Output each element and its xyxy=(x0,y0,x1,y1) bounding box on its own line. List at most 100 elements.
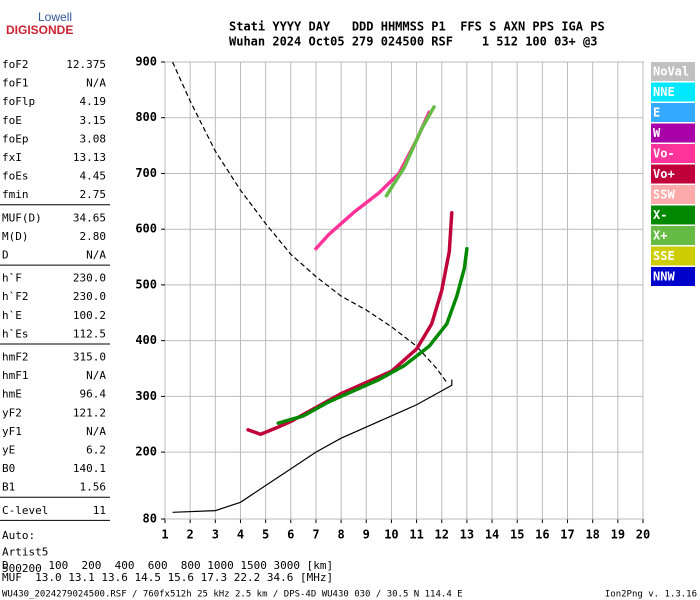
x-tick-label: 9 xyxy=(363,528,370,542)
legend-label: SSE xyxy=(653,249,675,263)
legend-label: Vo- xyxy=(653,147,675,161)
param-value: 34.65 xyxy=(73,211,106,224)
legend-label: NNE xyxy=(653,85,675,99)
legend-swatch xyxy=(651,82,695,102)
header-line1: Stati YYYY DAY DDD HHMMSS P1 FFS S AXN P… xyxy=(229,20,605,34)
param-value: 315.0 xyxy=(73,351,106,364)
param-value: 12.375 xyxy=(66,58,106,71)
legend-label: X- xyxy=(653,208,667,222)
param-name: foFlp xyxy=(2,95,35,108)
profile-curve xyxy=(172,61,448,383)
param-name: foE xyxy=(2,114,22,127)
param-value: 230.0 xyxy=(73,290,106,303)
trace xyxy=(246,210,454,437)
param-value: N/A xyxy=(86,369,106,382)
legend-swatch xyxy=(651,144,695,163)
param-name: hmF1 xyxy=(2,369,29,382)
param-value: 6.2 xyxy=(86,444,106,457)
param-name: B1 xyxy=(2,481,15,494)
x-tick-label: 1 xyxy=(161,528,168,542)
legend-swatch xyxy=(651,246,695,266)
param-name: foF1 xyxy=(2,77,29,90)
logo-line1: Lowell xyxy=(38,10,72,24)
legend-label: SSW xyxy=(653,188,675,202)
param-value: 100.2 xyxy=(73,309,106,322)
param-name: D xyxy=(2,249,9,262)
legend-swatch xyxy=(651,164,695,184)
param-value: 121.2 xyxy=(73,406,106,419)
x-tick-label: 18 xyxy=(585,528,599,542)
param-name: h`F xyxy=(2,272,22,285)
param-name: C-level xyxy=(2,504,48,517)
x-tick-label: 15 xyxy=(510,528,524,542)
y-tick-label: 500 xyxy=(135,277,157,291)
legend-label: NNW xyxy=(653,270,675,284)
legend-label: NoVal xyxy=(653,65,689,79)
param-name: foEp xyxy=(2,132,29,145)
param-name: hmE xyxy=(2,388,22,401)
param-name: hmF2 xyxy=(2,351,29,364)
scaling-text: Artist5 xyxy=(2,545,48,558)
trace xyxy=(314,110,431,251)
param-name: fxI xyxy=(2,151,22,164)
param-name: h`E xyxy=(2,309,22,322)
y-tick-label: 300 xyxy=(135,389,157,403)
param-name: yE xyxy=(2,444,15,457)
param-name: h`F2 xyxy=(2,290,29,303)
trace xyxy=(384,104,436,198)
param-value: 2.75 xyxy=(80,188,107,201)
y-tick-label: 800 xyxy=(135,110,157,124)
legend-swatch xyxy=(651,226,695,245)
param-value: 11 xyxy=(93,504,106,517)
profile-curve xyxy=(172,379,453,513)
x-tick-label: 5 xyxy=(262,528,269,542)
x-tick-label: 4 xyxy=(237,528,244,542)
x-tick-label: 10 xyxy=(384,528,398,542)
x-tick-label: 14 xyxy=(485,528,499,542)
muf-table-line2: MUF 13.0 13.1 13.6 14.5 15.6 17.3 22.2 3… xyxy=(2,571,333,584)
legend-label: E xyxy=(653,106,660,120)
param-value: 4.19 xyxy=(80,95,107,108)
param-value: 140.1 xyxy=(73,462,106,475)
param-value: 3.08 xyxy=(80,132,107,145)
x-tick-label: 13 xyxy=(460,528,474,542)
legend-swatch xyxy=(651,123,695,143)
y-tick-label: 200 xyxy=(135,445,157,459)
y-tick-label: 80 xyxy=(143,512,157,526)
param-value: N/A xyxy=(86,77,106,90)
param-name: fmin xyxy=(2,188,29,201)
muf-table-line1: D 100 200 400 600 800 1000 1500 3000 [km… xyxy=(2,559,333,572)
param-value: 112.5 xyxy=(73,327,106,340)
param-value: N/A xyxy=(86,425,106,438)
legend-label: Vo+ xyxy=(653,167,675,181)
logo-line2: DIGISONDE xyxy=(6,23,73,37)
legend-label: X+ xyxy=(653,229,667,243)
legend-swatch xyxy=(651,267,695,286)
scaling-text: 500200 xyxy=(2,562,42,575)
x-tick-label: 12 xyxy=(435,528,449,542)
param-value: 13.13 xyxy=(73,151,106,164)
x-tick-label: 3 xyxy=(212,528,219,542)
legend-swatch xyxy=(651,185,695,204)
param-name: M(D) xyxy=(2,230,29,243)
x-tick-label: 17 xyxy=(560,528,574,542)
legend-swatch xyxy=(651,205,695,225)
param-value: 4.45 xyxy=(80,170,107,183)
x-tick-label: 6 xyxy=(287,528,294,542)
param-value: 3.15 xyxy=(80,114,107,127)
header-line2: Wuhan 2024 Oct05 279 024500 RSF 1 512 10… xyxy=(229,35,597,49)
legend-swatch xyxy=(651,62,695,81)
x-tick-label: 16 xyxy=(535,528,549,542)
param-name: MUF(D) xyxy=(2,211,42,224)
param-name: B0 xyxy=(2,462,15,475)
plot-area xyxy=(164,61,644,520)
param-value: N/A xyxy=(86,249,106,262)
x-tick-label: 20 xyxy=(636,528,650,542)
y-tick-label: 900 xyxy=(135,55,157,69)
param-value: 1.56 xyxy=(80,481,107,494)
footer-right: Ion2Png v. 1.3.16 xyxy=(605,590,697,600)
param-name: foF2 xyxy=(2,58,29,71)
footer-left: WU430_2024279024500.RSF / 760fx512h 25 k… xyxy=(2,590,463,600)
scaling-text: Auto: xyxy=(2,529,35,542)
